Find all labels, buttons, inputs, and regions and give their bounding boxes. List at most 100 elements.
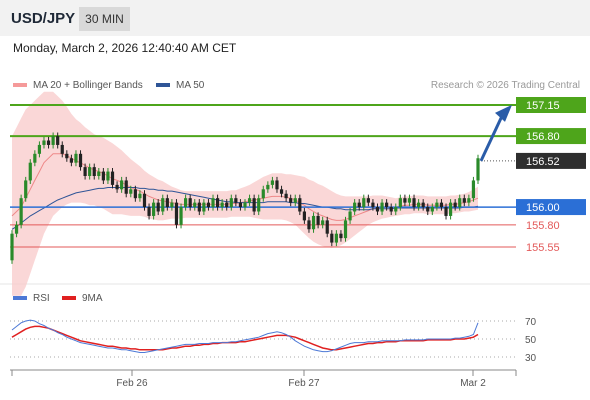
candle-body	[293, 198, 297, 203]
candle-body	[65, 153, 69, 159]
candle-body	[417, 202, 421, 208]
candle-body	[74, 153, 78, 163]
candle-body	[380, 202, 384, 212]
candle-body	[343, 220, 348, 239]
candle-body	[275, 180, 279, 190]
candle-body	[334, 233, 338, 243]
interval-button[interactable]: 30 MIN	[79, 7, 130, 31]
candle-body	[339, 233, 343, 239]
candle-body	[229, 198, 233, 208]
candle-body	[188, 198, 192, 208]
candle-body	[362, 198, 366, 208]
credit-text: Research © 2026 Trading Central	[430, 80, 580, 91]
candle-body	[389, 207, 393, 212]
candle-body	[279, 189, 284, 194]
chart-datetime: Monday, March 2, 2026 12:40:40 AM CET	[13, 41, 237, 55]
candle-body	[28, 162, 32, 181]
candle-body	[311, 215, 316, 230]
candle-body	[394, 207, 398, 212]
candle-body	[270, 180, 275, 185]
last-price-label: 156.52	[526, 156, 560, 168]
candle-body	[215, 198, 220, 208]
candle-body	[289, 198, 293, 203]
candle-body	[448, 202, 453, 216]
candle-body	[348, 211, 352, 221]
candle-body	[197, 202, 201, 212]
rsi-tick-label: 30	[525, 353, 537, 364]
legend-9ma: 9MA	[62, 293, 103, 304]
legend-rsi: RSI	[13, 293, 50, 304]
candle-body	[467, 198, 471, 203]
resistance-label: 157.15	[526, 100, 560, 112]
legend-ma50: MA 50	[156, 80, 204, 91]
candle-body	[184, 198, 188, 208]
pivot-tag	[516, 199, 586, 216]
candle-body	[19, 198, 23, 225]
rsi-tick-label: 70	[525, 317, 537, 328]
candle-body	[97, 171, 101, 176]
candle-body	[220, 202, 224, 208]
candle-body	[430, 207, 434, 212]
candle-body	[453, 202, 457, 208]
candle-body	[14, 224, 19, 234]
candle-body	[60, 144, 64, 154]
legend-label-9ma: 9MA	[82, 293, 103, 304]
support-label: 155.80	[526, 220, 560, 232]
candle-body	[261, 189, 265, 199]
candle-body	[129, 189, 133, 194]
candle-body	[69, 158, 73, 163]
candle-body	[458, 198, 462, 208]
candle-body	[115, 184, 119, 190]
pivot-label: 156.00	[526, 202, 560, 214]
candle-body	[83, 167, 87, 176]
candle-body	[225, 202, 229, 208]
candle-body	[330, 233, 334, 243]
candle-body	[46, 140, 51, 145]
header-bar: USD/JPY 30 MIN	[0, 0, 590, 36]
last-price-tag	[516, 152, 586, 169]
rsi-9ma-line	[11, 325, 479, 351]
candle-body	[110, 171, 115, 185]
candle-body	[325, 220, 329, 234]
candle-body	[257, 198, 261, 212]
candle-body	[398, 198, 402, 208]
resistance-label: 156.80	[526, 131, 560, 143]
candle-body	[161, 198, 165, 212]
projection-arrow-head	[495, 104, 512, 122]
legend-swatch-ma50	[156, 83, 170, 88]
bollinger-band-area	[12, 91, 478, 296]
candle-body	[56, 136, 60, 145]
candle-body	[152, 202, 156, 216]
candle-body	[357, 202, 361, 208]
candle-body	[37, 144, 42, 154]
candle-body	[78, 153, 83, 168]
candle-body	[51, 136, 55, 145]
projection-arrow-shaft	[479, 113, 505, 162]
support-label: 155.55	[526, 242, 560, 254]
candle-body	[444, 207, 448, 216]
candle-body	[353, 202, 357, 212]
rsi-line	[11, 319, 479, 353]
candle-body	[407, 198, 412, 203]
candle-body	[193, 202, 197, 208]
resistance-tag	[516, 97, 586, 113]
candle-body	[88, 167, 92, 176]
candle-body	[10, 233, 14, 261]
candle-body	[298, 198, 302, 212]
legend-label-ma50: MA 50	[176, 80, 205, 91]
candle-body	[179, 207, 183, 225]
x-tick-label: Mar 2	[460, 378, 486, 389]
candle-body	[266, 184, 270, 190]
candle-body	[133, 189, 137, 199]
candle-body	[124, 180, 128, 194]
symbol-title: USD/JPY	[11, 10, 76, 27]
candle-body	[284, 193, 288, 199]
candle-body	[307, 220, 311, 230]
candle-body	[385, 202, 389, 208]
candle-body	[375, 207, 380, 212]
legend-label-rsi: RSI	[33, 293, 50, 304]
candle-body	[471, 180, 476, 199]
candle-body	[366, 198, 370, 203]
x-tick-label: Feb 26	[116, 378, 148, 389]
